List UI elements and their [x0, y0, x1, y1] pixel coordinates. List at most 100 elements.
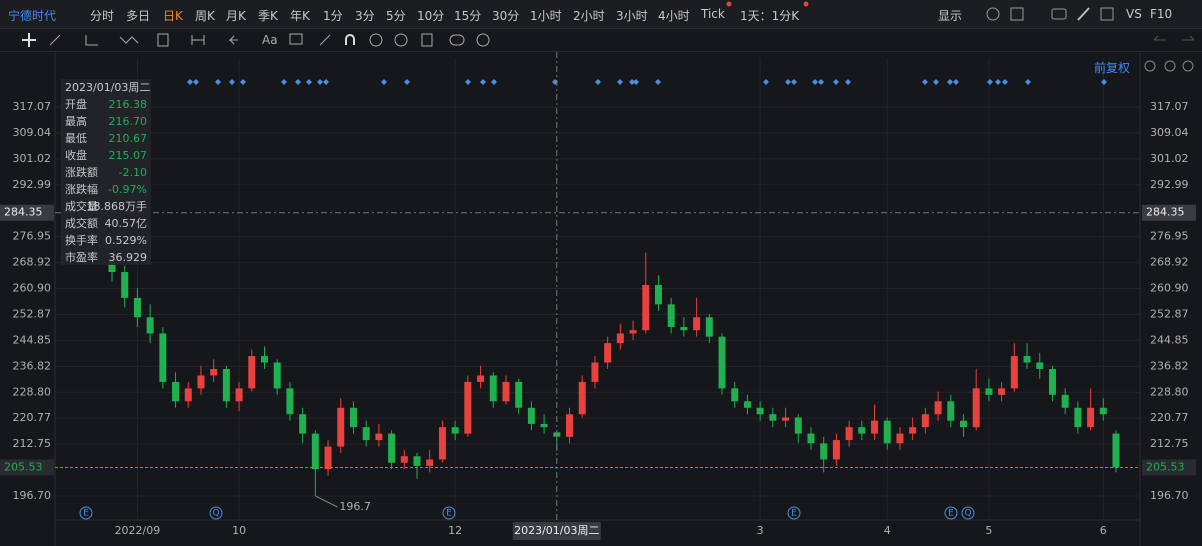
candle-body — [388, 433, 396, 463]
toggle-tool[interactable] — [449, 34, 465, 46]
line-tool[interactable] — [49, 34, 61, 46]
candle-body — [1074, 407, 1082, 428]
display-button[interactable]: 显示 — [938, 9, 963, 23]
wave-tool[interactable] — [119, 36, 139, 44]
info-row: 涨跌幅 -0.97% — [61, 181, 151, 198]
checkbox-icon[interactable] — [1010, 7, 1024, 21]
period-tab[interactable]: 3分 — [355, 9, 375, 23]
event-flag — [818, 79, 824, 85]
candle-body — [832, 440, 840, 460]
move-icon[interactable] — [22, 33, 36, 47]
candle-body — [769, 414, 777, 421]
period-tab[interactable]: 年K — [290, 9, 310, 23]
adjust-button[interactable]: 前复权 — [1094, 61, 1131, 75]
event-flag — [1025, 79, 1031, 85]
magnet-tool[interactable] — [345, 34, 355, 45]
period-tab[interactable]: 1小时 — [530, 9, 562, 23]
candle-body — [807, 433, 815, 444]
note-tool[interactable] — [289, 33, 303, 45]
hide-tool[interactable] — [394, 33, 408, 47]
candle-body — [349, 407, 357, 428]
event-flag — [491, 79, 497, 85]
event-marker — [944, 506, 958, 520]
event-marker — [79, 506, 93, 520]
period-tab[interactable]: 5分 — [386, 9, 406, 23]
period-tab[interactable]: 季K — [258, 9, 278, 23]
info-row: 最低 210.67 — [61, 130, 151, 147]
interval-select[interactable]: 1天：1分K — [740, 9, 800, 23]
y-tick-label: 252.87 — [13, 307, 52, 320]
font-tool[interactable]: Aa — [262, 33, 278, 47]
candle-body — [743, 401, 751, 408]
pen-icon[interactable] — [1077, 7, 1090, 21]
delete-tool[interactable] — [421, 33, 433, 47]
y-tick-label-right: 276.95 — [1150, 230, 1189, 243]
event-flag — [812, 79, 818, 85]
info-value: -0.97% — [108, 183, 147, 196]
zoom-in-icon[interactable] — [1182, 60, 1194, 72]
candle-body — [184, 388, 192, 402]
redo-icon[interactable] — [1182, 35, 1195, 41]
y-tick-label-right: 244.85 — [1150, 333, 1189, 346]
event-flag — [763, 79, 769, 85]
period-tab[interactable]: 日K — [163, 9, 183, 23]
settings-tool[interactable] — [476, 33, 490, 47]
period-tab[interactable]: 分时 — [90, 9, 115, 23]
period-tab[interactable]: 多日 — [126, 9, 151, 23]
event-flag — [995, 79, 1001, 85]
period-tab[interactable]: 30分 — [492, 9, 520, 23]
toolbar-icons — [726, 1, 1114, 21]
period-tab[interactable]: 周K — [195, 9, 215, 23]
measure-tool[interactable] — [191, 35, 205, 45]
crosshair-price-box — [1142, 204, 1196, 221]
candle-body — [909, 427, 917, 434]
candle-body — [464, 381, 472, 434]
candle-body — [693, 317, 701, 331]
ruler-tool[interactable] — [319, 34, 331, 46]
eye-tool[interactable] — [369, 33, 383, 47]
period-tab[interactable]: 10分 — [417, 9, 445, 23]
candle-body — [210, 368, 218, 376]
camera-icon[interactable] — [1051, 8, 1067, 20]
y-tick-label-right: 317.07 — [1150, 100, 1189, 113]
info-label: 涨跌额 — [65, 166, 98, 179]
period-tab[interactable]: 月K — [226, 9, 246, 23]
y-tick-label-right: 212.75 — [1150, 437, 1189, 450]
settings-icon[interactable] — [986, 7, 1000, 21]
channel-tool[interactable] — [85, 35, 98, 46]
fib-tool[interactable] — [157, 33, 169, 47]
candle-body — [845, 427, 853, 441]
period-tab[interactable]: 15分 — [454, 9, 482, 23]
dot — [803, 1, 809, 7]
period-tab[interactable]: 2小时 — [573, 9, 605, 23]
candle-body — [540, 423, 548, 428]
vs-button[interactable]: VS — [1126, 7, 1142, 21]
f10-button[interactable]: F10 — [1150, 7, 1173, 21]
stock-name[interactable]: 宁德时代 — [8, 9, 57, 23]
candle-body — [337, 407, 345, 447]
event-flag — [947, 79, 953, 85]
expand-icon[interactable] — [1100, 7, 1114, 21]
info-panel: 2023/01/03周二 开盘 216.38 最高 216.70 最低 210.67 收盘 2… — [61, 79, 151, 265]
info-label: 开盘 — [65, 98, 87, 111]
period-tab[interactable]: 4小时 — [658, 9, 690, 23]
candle-body — [426, 459, 434, 466]
x-tick-label: 6 — [1100, 524, 1107, 537]
info-value: 210.67 — [108, 132, 148, 145]
reset-icon[interactable] — [1144, 60, 1156, 72]
arrow-tool[interactable] — [228, 35, 238, 45]
y-tick-label-right: 301.02 — [1150, 152, 1189, 165]
candle-body — [858, 427, 866, 434]
period-tab[interactable]: Tick — [701, 7, 725, 21]
candle-body — [121, 272, 129, 298]
event-marker-label: Q — [964, 509, 971, 519]
event-flag — [323, 79, 329, 85]
undo-icon[interactable] — [1153, 35, 1166, 41]
y-tick-label-right: 196.70 — [1150, 489, 1189, 502]
period-tab[interactable]: 1分 — [323, 9, 343, 23]
zoom-out-icon[interactable] — [1164, 60, 1176, 72]
period-tab[interactable]: 3小时 — [616, 9, 648, 23]
info-date: 2023/01/03周二 — [65, 81, 151, 94]
low-annotation: 196.7 — [339, 500, 371, 513]
event-flag — [1101, 79, 1107, 85]
